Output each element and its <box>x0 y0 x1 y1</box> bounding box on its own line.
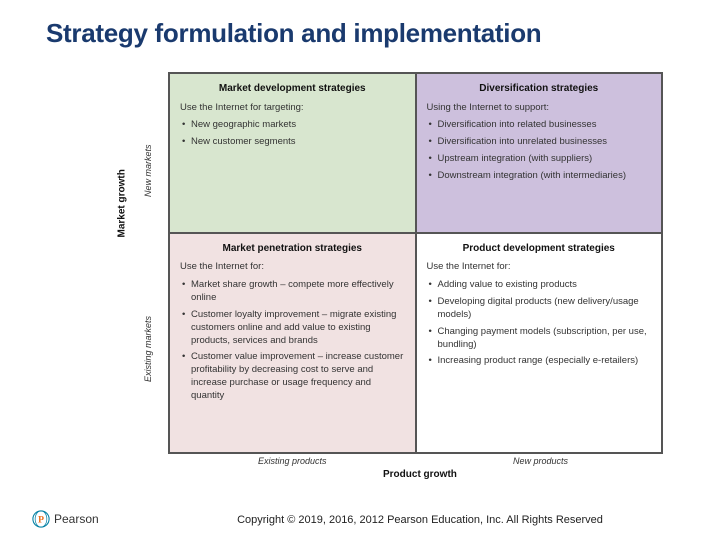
list-item: Market share growth – compete more effec… <box>182 279 405 305</box>
x-axis-sub-existing: Existing products <box>258 456 327 466</box>
cell-market-development: Market development strategies Use the In… <box>169 73 416 233</box>
list-item: New geographic markets <box>182 119 405 132</box>
x-axis-sub-new: New products <box>513 456 568 466</box>
list-item: Downstream integration (with intermediar… <box>429 170 652 183</box>
cell-list: Diversification into related businesses … <box>427 119 652 182</box>
list-item: Increasing product range (especially e-r… <box>429 355 652 368</box>
cell-heading: Market development strategies <box>180 82 405 96</box>
cell-subheading: Use the Internet for: <box>180 261 405 274</box>
copyright-footer: Copyright © 2019, 2016, 2012 Pearson Edu… <box>0 514 720 526</box>
cell-heading: Market penetration strategies <box>180 242 405 256</box>
cell-heading: Diversification strategies <box>427 82 652 96</box>
list-item: Adding value to existing products <box>429 279 652 292</box>
list-item: Diversification into unrelated businesse… <box>429 136 652 149</box>
cell-subheading: Use the Internet for targeting: <box>180 102 405 115</box>
cell-heading: Product development strategies <box>427 242 652 256</box>
cell-list: Adding value to existing products Develo… <box>427 279 652 368</box>
cell-product-development: Product development strategies Use the I… <box>416 233 663 453</box>
strategy-matrix: Market growth New markets Existing marke… <box>128 72 663 472</box>
cell-subheading: Using the Internet to support: <box>427 102 652 115</box>
matrix-grid: Market development strategies Use the In… <box>168 72 663 454</box>
list-item: Changing payment models (subscription, p… <box>429 326 652 352</box>
cell-diversification: Diversification strategies Using the Int… <box>416 73 663 233</box>
cell-subheading: Use the Internet for: <box>427 261 652 274</box>
cell-list: New geographic markets New customer segm… <box>180 119 405 149</box>
y-axis-sub-existing: Existing markets <box>143 316 153 382</box>
list-item: Developing digital products (new deliver… <box>429 296 652 322</box>
list-item: Diversification into related businesses <box>429 119 652 132</box>
list-item: Upstream integration (with suppliers) <box>429 153 652 166</box>
list-item: Customer loyalty improvement – migrate e… <box>182 309 405 347</box>
cell-list: Market share growth – compete more effec… <box>180 279 405 402</box>
cell-market-penetration: Market penetration strategies Use the In… <box>169 233 416 453</box>
page-title: Strategy formulation and implementation <box>0 0 720 49</box>
y-axis-sub-new: New markets <box>143 144 153 197</box>
list-item: Customer value improvement – increase cu… <box>182 351 405 402</box>
y-axis-label: Market growth <box>117 169 128 237</box>
list-item: New customer segments <box>182 136 405 149</box>
x-axis-label: Product growth <box>383 469 457 480</box>
